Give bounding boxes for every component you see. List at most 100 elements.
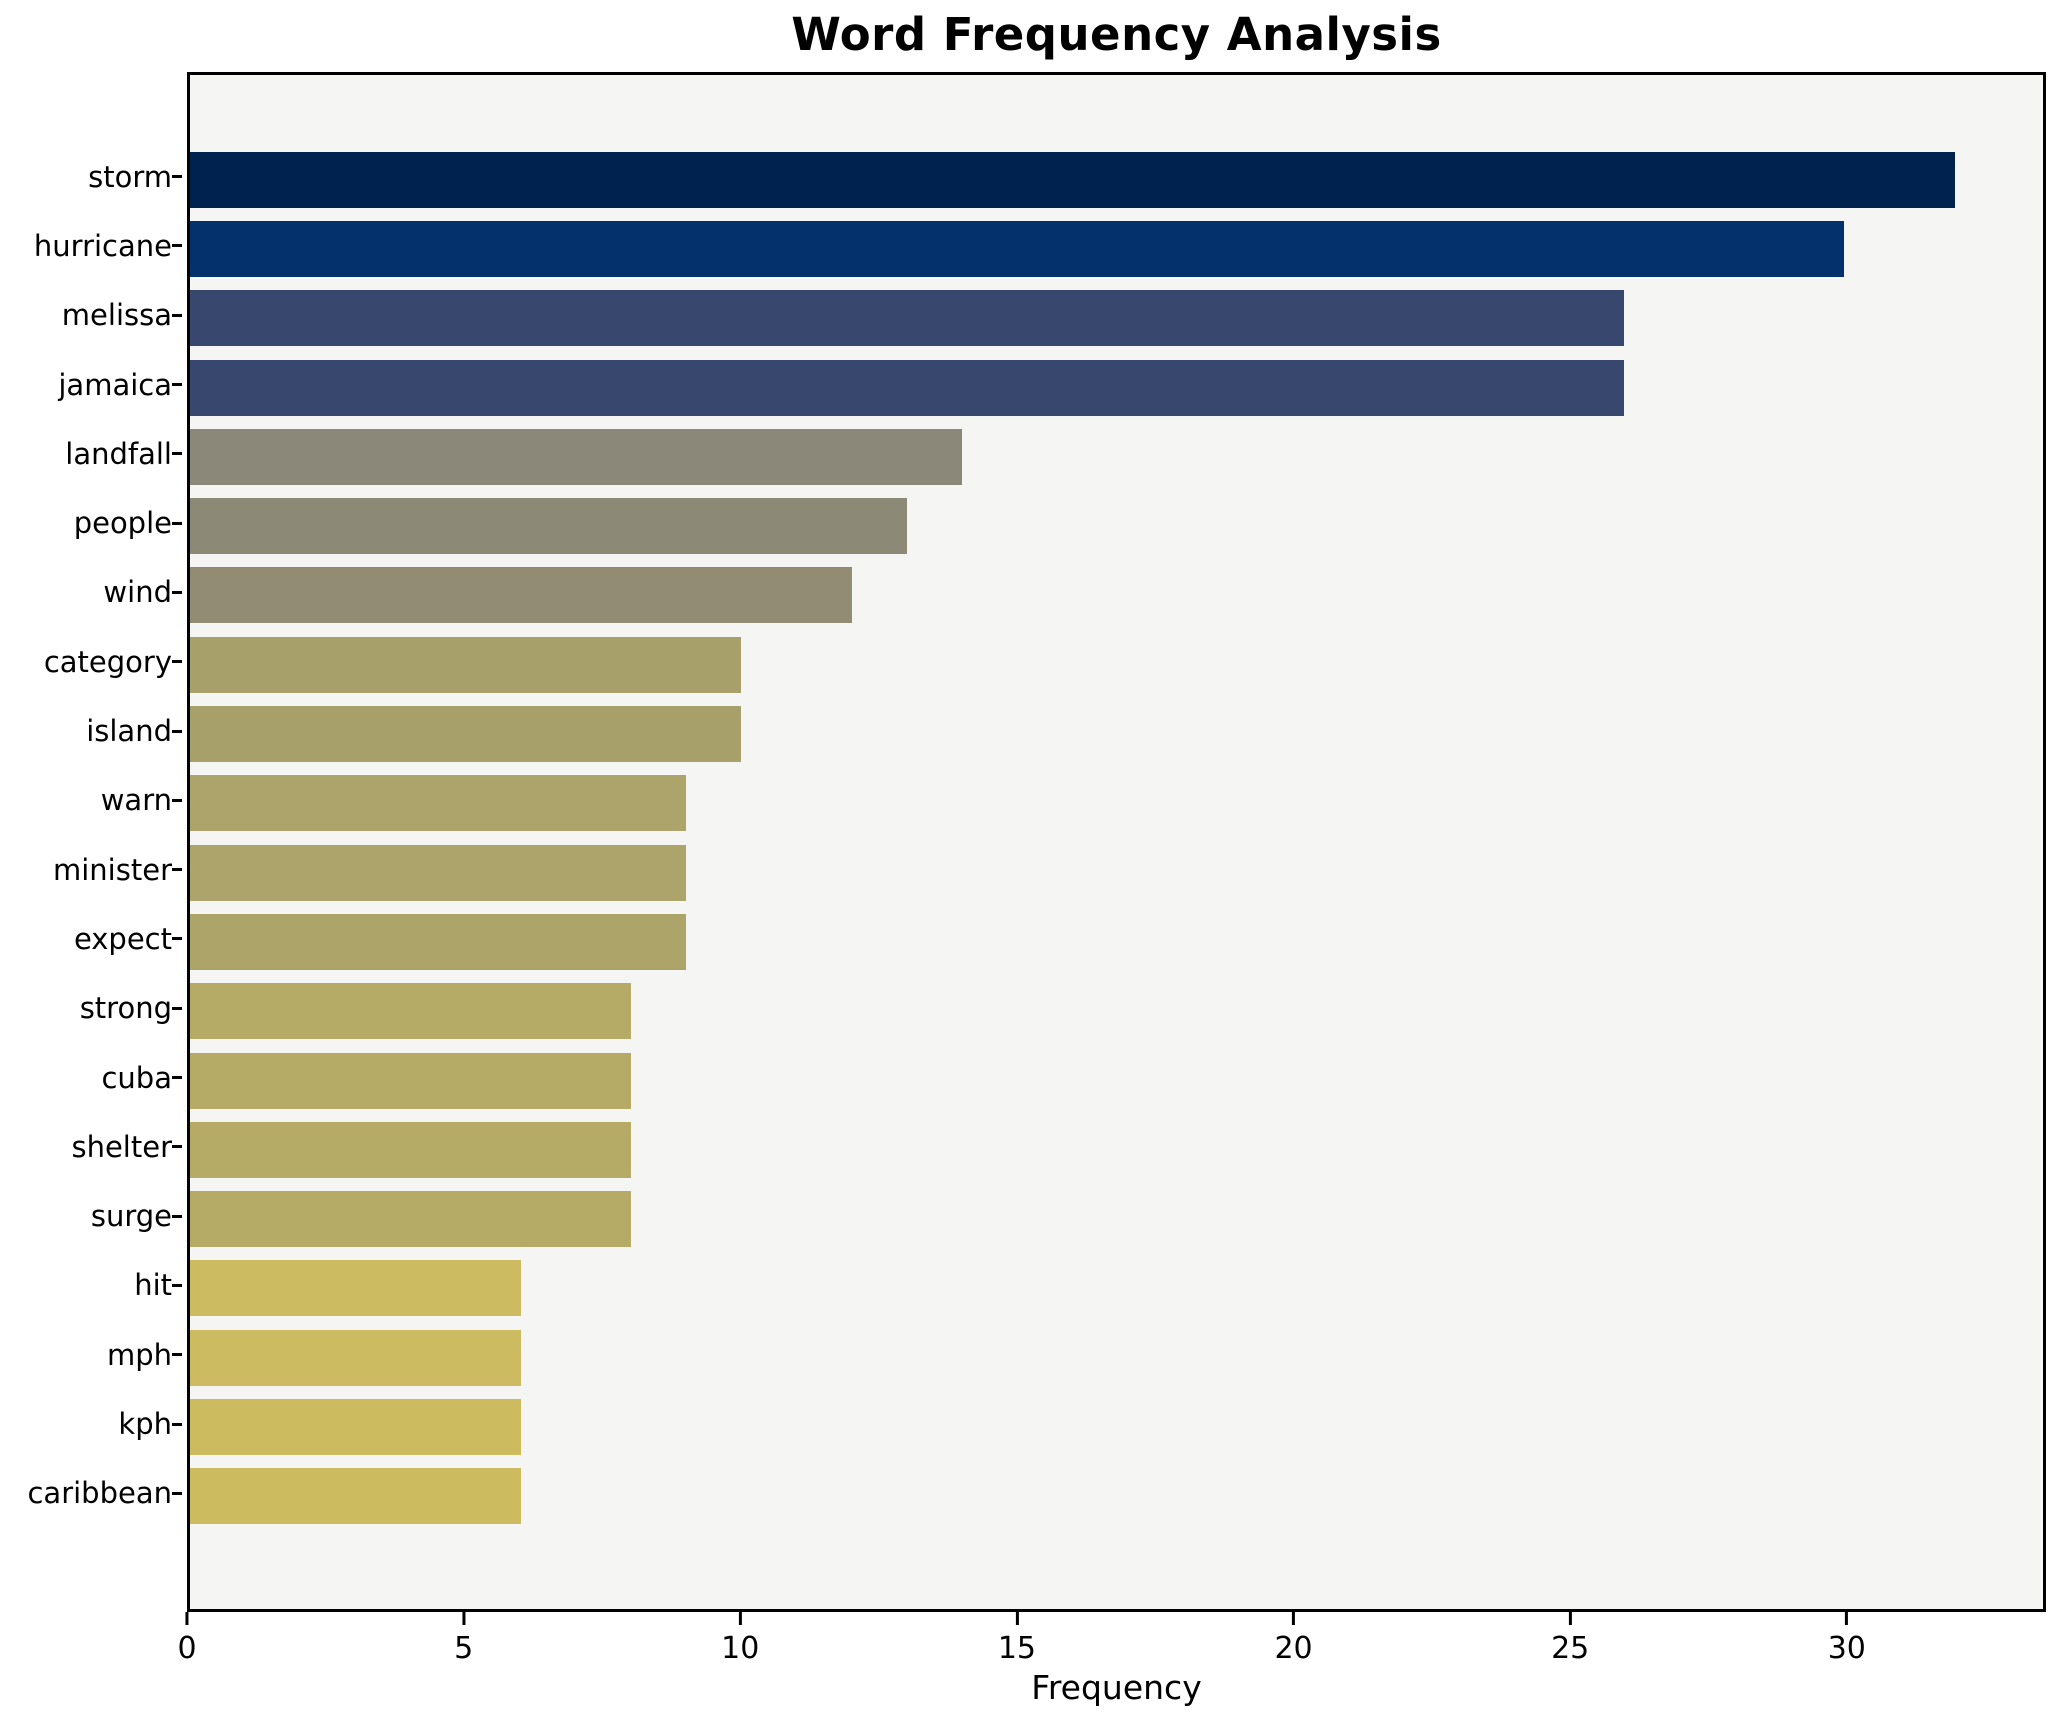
y-label-kph: kph: [0, 1389, 182, 1458]
bar-slot-surge: [190, 1184, 2043, 1253]
y-tick-melissa: [172, 313, 182, 317]
bar-melissa: [190, 290, 1624, 347]
y-tick-cuba: [172, 1076, 182, 1080]
bar-slot-landfall: [190, 422, 2043, 491]
y-label-strong: strong: [0, 974, 182, 1043]
y-tick-surge: [172, 1214, 182, 1218]
bar-minister: [190, 844, 687, 901]
y-label-mph: mph: [0, 1320, 182, 1389]
y-label-hit: hit: [0, 1251, 182, 1320]
bar-cuba: [190, 1052, 632, 1109]
chart-title: Word Frequency Analysis: [791, 8, 1442, 61]
bar-hit: [190, 1260, 521, 1317]
bar-slot-island: [190, 699, 2043, 768]
bar-shelter: [190, 1121, 632, 1178]
x-tick-label: 25: [1551, 1631, 1590, 1666]
y-tick-people: [172, 521, 182, 525]
y-label-hurricane: hurricane: [0, 211, 182, 280]
y-tick-caribbean: [172, 1491, 182, 1495]
bar-slot-shelter: [190, 1115, 2043, 1184]
bar-slot-kph: [190, 1392, 2043, 1461]
x-tick-label: 5: [454, 1631, 474, 1666]
x-axis: 0 5 10 15 20 25 30: [177, 1612, 2046, 1682]
y-label-cuba: cuba: [0, 1043, 182, 1112]
bar-storm: [190, 151, 1955, 208]
y-label-warn: warn: [0, 766, 182, 835]
x-tick-0: 0: [177, 1612, 197, 1666]
y-label-jamaica: jamaica: [0, 350, 182, 419]
bar-slot-melissa: [190, 284, 2043, 353]
y-tick-expect: [172, 937, 182, 941]
x-tick-label: 30: [1827, 1631, 1866, 1666]
bar-hurricane: [190, 220, 1845, 277]
bar-slot-storm: [190, 145, 2043, 214]
y-tick-shelter: [172, 1145, 182, 1149]
x-tick-mark: [1568, 1612, 1572, 1625]
y-label-landfall: landfall: [0, 419, 182, 488]
bar-slot-minister: [190, 838, 2043, 907]
y-tick-category: [172, 660, 182, 664]
x-tick-30: 30: [1828, 1612, 1866, 1666]
bar-slot-expect: [190, 907, 2043, 976]
bar-slot-people: [190, 491, 2043, 560]
x-tick-mark: [1292, 1612, 1296, 1625]
y-tick-island: [172, 729, 182, 733]
y-label-people: people: [0, 489, 182, 558]
y-tick-warn: [172, 798, 182, 802]
x-tick-25: 25: [1551, 1612, 1589, 1666]
y-axis-labels: storm hurricane melissa jamaica landfall peop…: [0, 72, 184, 1612]
bar-people: [190, 498, 907, 555]
x-tick-mark: [1845, 1612, 1849, 1625]
y-label-caribbean: caribbean: [0, 1459, 182, 1528]
x-tick-20: 20: [1274, 1612, 1313, 1666]
bar-kph: [190, 1398, 521, 1455]
x-tick-mark: [1015, 1612, 1019, 1625]
y-label-expect: expect: [0, 904, 182, 973]
bar-slot-category: [190, 630, 2043, 699]
bar-slot-mph: [190, 1323, 2043, 1392]
x-tick-label: 15: [997, 1631, 1036, 1666]
y-tick-strong: [172, 1006, 182, 1010]
y-label-minister: minister: [0, 835, 182, 904]
bar-wind: [190, 567, 852, 624]
x-tick-label: 0: [177, 1631, 197, 1666]
y-tick-kph: [172, 1422, 182, 1426]
x-tick-mark: [185, 1612, 189, 1625]
y-label-wind: wind: [0, 558, 182, 627]
bars-container: [190, 75, 2043, 1609]
bar-landfall: [190, 428, 963, 485]
y-tick-jamaica: [172, 383, 182, 387]
bar-caribbean: [190, 1468, 521, 1525]
bar-island: [190, 706, 742, 763]
y-label-storm: storm: [0, 142, 182, 211]
y-tick-mph: [172, 1353, 182, 1357]
bar-slot-hurricane: [190, 214, 2043, 283]
bar-surge: [190, 1191, 632, 1248]
bar-jamaica: [190, 359, 1624, 416]
bar-warn: [190, 775, 687, 832]
y-tick-landfall: [172, 452, 182, 456]
bar-slot-hit: [190, 1254, 2043, 1323]
y-label-category: category: [0, 627, 182, 696]
x-tick-mark: [462, 1612, 466, 1625]
bar-slot-caribbean: [190, 1462, 2043, 1531]
y-tick-hurricane: [172, 244, 182, 248]
x-tick-label: 10: [721, 1631, 760, 1666]
bar-slot-cuba: [190, 1046, 2043, 1115]
y-label-shelter: shelter: [0, 1112, 182, 1181]
bar-slot-jamaica: [190, 353, 2043, 422]
x-axis-title: Frequency: [1031, 1668, 1202, 1707]
y-tick-hit: [172, 1283, 182, 1287]
x-tick-mark: [738, 1612, 742, 1625]
bar-slot-strong: [190, 977, 2043, 1046]
x-tick-label: 20: [1274, 1631, 1313, 1666]
y-tick-storm: [172, 175, 182, 179]
y-label-surge: surge: [0, 1182, 182, 1251]
bar-strong: [190, 983, 632, 1040]
x-tick-5: 5: [454, 1612, 473, 1666]
bar-mph: [190, 1329, 521, 1386]
bar-slot-warn: [190, 769, 2043, 838]
bar-expect: [190, 913, 687, 970]
y-label-melissa: melissa: [0, 281, 182, 350]
